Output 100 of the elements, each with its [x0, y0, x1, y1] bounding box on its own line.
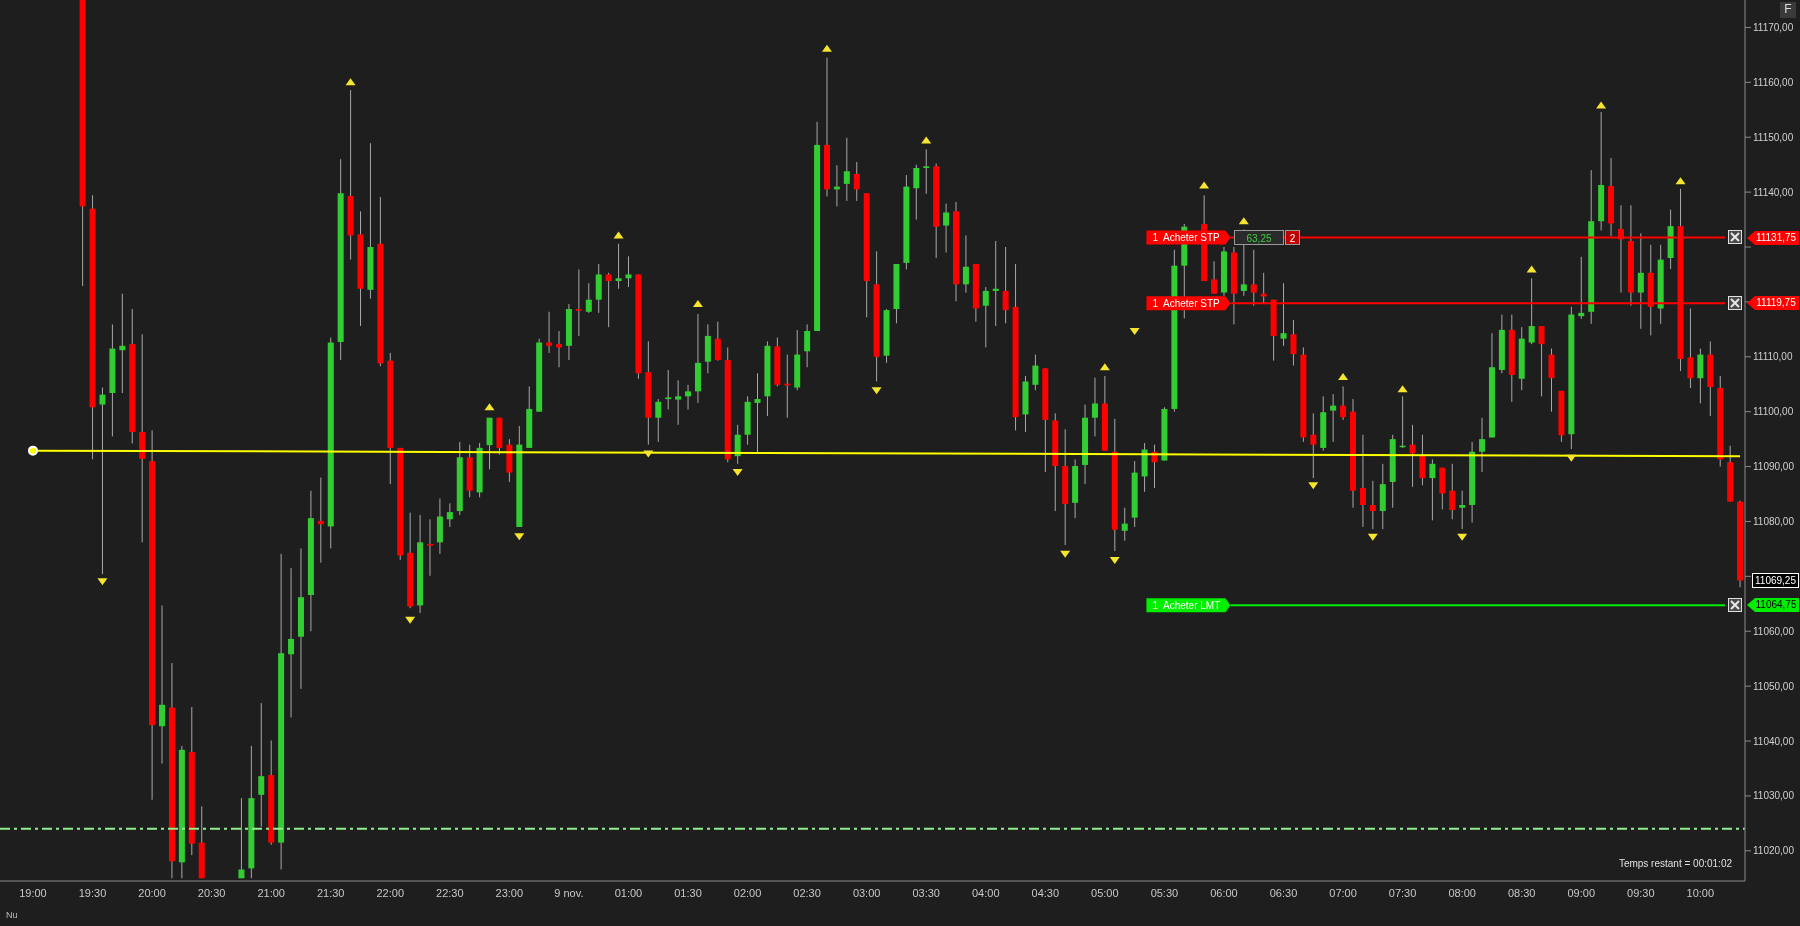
candlestick: [655, 398, 662, 443]
candlestick: [99, 387, 106, 575]
candlestick: [119, 293, 126, 394]
candlestick: [1697, 348, 1704, 404]
candlestick: [992, 240, 999, 327]
y-tick-label: 11150,00: [1753, 131, 1794, 143]
point: [27, 445, 38, 456]
point: [1129, 327, 1140, 335]
x-tick-label: 20:00: [138, 886, 166, 899]
candlestick: [1290, 319, 1297, 367]
candlestick: [943, 203, 950, 253]
y-tick-label: 11060,00: [1753, 625, 1795, 637]
y-tick-label: 11090,00: [1753, 461, 1795, 473]
y-tick-label: 11080,00: [1753, 516, 1795, 528]
candlestick: [1330, 393, 1337, 443]
x-tick-label: 08:30: [1507, 886, 1536, 899]
point: [345, 78, 356, 86]
candlestick: [1548, 348, 1555, 413]
candlestick: [665, 369, 672, 410]
point: [1109, 556, 1120, 564]
y-tick-label: 11030,00: [1753, 790, 1795, 802]
point: [1060, 550, 1071, 558]
annotation: Temps restant = 00:01:02: [1618, 857, 1732, 871]
x-tick-label: 9 nov.: [554, 886, 584, 899]
y-tick-label: 11110,00: [1753, 351, 1793, 363]
candlestick: [426, 518, 433, 577]
candlestick: [1121, 507, 1128, 542]
point: [1397, 385, 1408, 393]
candlestick: [317, 477, 324, 564]
point: [1308, 482, 1319, 490]
text: 11069,25: [1752, 573, 1799, 588]
x-tick-label: 21:00: [257, 886, 285, 899]
text: 11131,75: [1747, 231, 1799, 245]
point: [484, 403, 495, 411]
ref-line-label: 1 Acheter STP: [1152, 232, 1221, 244]
candlestick: [1032, 354, 1039, 391]
candlestick: [1419, 434, 1426, 486]
x-tick-label: 20:30: [197, 886, 226, 899]
candlestick: [714, 321, 721, 362]
point: [97, 578, 108, 586]
point: [692, 300, 703, 308]
y-tick-label: 11170,00: [1753, 22, 1794, 33]
x-tick-label: 22:00: [376, 886, 405, 899]
point: [1367, 533, 1378, 541]
point: [1338, 373, 1349, 381]
x-tick-label: 03:30: [912, 886, 940, 899]
candlestick: [1538, 325, 1545, 397]
candlestick: [238, 797, 245, 879]
candlestick: [575, 269, 582, 337]
candlestick: [1409, 424, 1416, 488]
ref-line-label: 1 Acheter LMT: [1152, 600, 1221, 612]
candlestick: [1340, 385, 1347, 421]
annotation: 63,25: [1234, 230, 1284, 245]
point: [1099, 363, 1110, 371]
x-tick-label: 02:30: [793, 886, 821, 899]
point: [921, 136, 932, 144]
text: F: [1780, 2, 1796, 18]
candlestick: [1280, 282, 1287, 347]
candlestick: [1578, 256, 1585, 320]
y-tick-label: 11020,00: [1753, 845, 1795, 857]
candlestick: [913, 164, 920, 221]
y-tick-label: 11050,00: [1753, 680, 1795, 692]
x-tick-label: 09:30: [1627, 886, 1655, 899]
x-tick-label: 07:00: [1329, 886, 1357, 899]
annotation: 2: [1285, 230, 1300, 245]
point: [1675, 177, 1686, 185]
candlestick: [1359, 434, 1366, 528]
x-tick-label: 21:30: [316, 886, 345, 899]
y-tick-label: 11100,00: [1753, 406, 1794, 418]
point: [1526, 265, 1537, 273]
candlestick: [804, 323, 811, 368]
candlestick: [1459, 490, 1466, 530]
x-tick-label: 22:30: [436, 886, 464, 899]
x-tick-label: 03:00: [852, 886, 881, 899]
candlestick: [625, 255, 632, 288]
candlestick: [546, 311, 553, 354]
y-tick-label: 11160,00: [1753, 76, 1794, 88]
point: [1199, 181, 1210, 189]
candlestick: [288, 567, 295, 718]
x-tick-label: 08:00: [1448, 886, 1476, 899]
x-tick-label: 07:30: [1388, 886, 1417, 899]
candlestick: [675, 379, 682, 426]
candlestick: [1369, 480, 1376, 530]
candlestick: [923, 148, 930, 195]
text: 11064,75: [1747, 598, 1799, 612]
point: [732, 469, 743, 477]
candlestick: [1429, 458, 1436, 521]
text: 11119,75: [1747, 296, 1799, 310]
x-tick-label: 09:00: [1567, 886, 1596, 899]
x-tick-label: 10:00: [1686, 886, 1715, 899]
candlestick: [1528, 277, 1535, 345]
x-tick-label: 05:00: [1091, 886, 1119, 899]
ref-line-label: 1 Acheter STP: [1152, 298, 1221, 310]
candlestick: [615, 243, 622, 290]
candlestick: [1479, 417, 1486, 473]
x-tick-label: 23:00: [495, 886, 524, 899]
candlestick: [1211, 260, 1218, 295]
x-tick-label: 19:30: [78, 886, 107, 899]
candlestick: [853, 161, 860, 202]
text: Nu: [6, 909, 18, 922]
